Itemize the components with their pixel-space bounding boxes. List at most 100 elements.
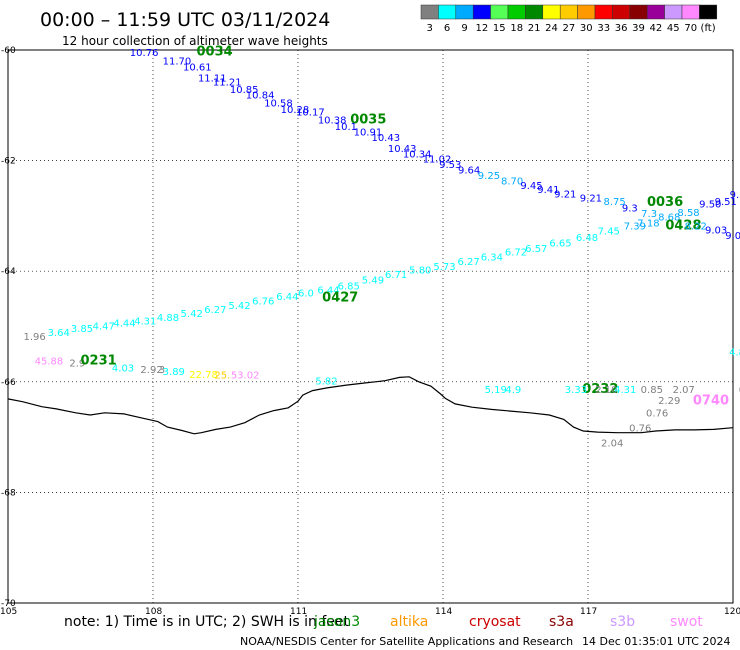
wave-height-label: 4.89 (729, 347, 740, 358)
wave-height-label: 6.76 (252, 296, 274, 307)
pass-time-label: 0427 (322, 291, 358, 306)
wave-height-label: 6.27 (204, 305, 226, 316)
wave-height-label: 2.92 (140, 365, 162, 376)
wave-height-label: 6.44 (276, 292, 298, 303)
wave-height-label: 11.70 (163, 56, 192, 67)
wave-height-label: 10.28 (281, 105, 310, 116)
wave-height-label: 3.33 (565, 385, 587, 396)
wave-height-label: 22.78 (189, 370, 218, 381)
wave-height-label: 9.25 (478, 171, 500, 182)
legend-swatch (420, 4, 439, 20)
longitude-label: 108 (145, 607, 162, 617)
wave-height-label: 3.64 (48, 328, 70, 339)
legend-label: 3 (427, 23, 433, 34)
legend-label: 9 (461, 23, 467, 34)
wave-height-label: 6.65 (549, 238, 571, 249)
pass-time-label: 0232 (582, 382, 618, 397)
lat-lon-grid (7, 49, 734, 604)
wave-height-label: 0.76 (646, 409, 668, 420)
legend-label: 70 (684, 23, 697, 34)
wave-height-label: 6.44 (317, 285, 339, 296)
longitude-label: 105 (0, 607, 17, 617)
legend-label: 21 (528, 23, 541, 34)
wave-height-label: 4.44 (113, 319, 135, 330)
wave-height-label: 5.42 (181, 309, 203, 320)
map-frame (7, 49, 734, 604)
wave-height-label: 2.10 (595, 385, 617, 396)
legend-swatch (507, 4, 526, 20)
wave-height-label: 4.47 (93, 321, 115, 332)
wave-height-label: 5.80 (409, 265, 431, 276)
legend-swatch (438, 4, 457, 20)
pass-time-label: 0428 (665, 219, 701, 234)
legend-label: 33 (597, 23, 610, 34)
latitude-label: -66 (1, 378, 16, 388)
wave-height-label: 5.42 (228, 301, 250, 312)
wave-height-label: 10.58 (264, 98, 293, 109)
legend-label: 12 (476, 23, 489, 34)
legend-swatch (612, 4, 631, 20)
wave-height-label: 7.39 (624, 222, 646, 233)
wave-height-observations: 10.76 003411.7010.6111.1111.2110.8510.841… (23, 45, 740, 450)
wave-height-label: 11.02 (423, 154, 452, 165)
wave-height-label: 5.49 (362, 275, 384, 286)
wave-height-label: 6.48 (576, 233, 598, 244)
longitude-label: 111 (290, 607, 307, 617)
pass-time-label: 0740 (693, 393, 729, 408)
legend-swatch (455, 4, 474, 20)
wave-height-label: 9.53 (439, 160, 461, 171)
pass-time-label: 0034 (197, 45, 233, 60)
wave-height-label: 2.07 (673, 385, 695, 396)
wave-height-label: 6.0 (298, 289, 314, 300)
legend-swatch (559, 4, 578, 20)
wave-height-label: 0.85 (641, 385, 663, 396)
mission-label: cryosat (469, 614, 521, 630)
wave-height-label: 10.61 (183, 62, 212, 73)
wave-height-label: 11.21 (213, 77, 242, 88)
wave-height-label: 8.22 (685, 222, 707, 233)
legend-label: 42 (650, 23, 663, 34)
wave-height-label: 0.76 (629, 424, 651, 435)
wave-height-label: 10.76 (130, 48, 159, 59)
wave-height-label: 10.91 (354, 128, 383, 139)
mission-label: swot (670, 614, 703, 630)
wave-height-label: 9.50 (699, 200, 721, 211)
wave-height-label: 8.75 (603, 197, 625, 208)
mission-label: jason3 (313, 614, 360, 630)
wave-height-label: 6.72 (505, 248, 527, 259)
wave-height-label: 5.73 (433, 262, 455, 273)
wave-height-label: 4.88 (157, 313, 179, 324)
wave-height-label: 10.34 (403, 149, 432, 160)
legend-label: 24 (545, 23, 558, 34)
mission-label: s3b (610, 614, 635, 630)
wave-height-label: 10.43 (388, 144, 417, 155)
page-title: 00:00 – 11:59 UTC 03/11/2024 (40, 9, 330, 31)
latitude-label: -60 (1, 46, 16, 56)
legend-swatch (472, 4, 491, 20)
wave-height-label: 53.02 (231, 370, 260, 381)
pass-time-label: 0035 (350, 113, 386, 128)
wave-height-label: 0. (739, 385, 740, 396)
color-scale-legend: 3 6 9 12 15 18 21 24 27 30 33 36 39 42 45 70 (ft) (420, 4, 718, 34)
wave-height-label: 10.85 (230, 85, 259, 96)
legend-label: 39 (632, 23, 645, 34)
wave-height-label: 4.9 (505, 385, 521, 396)
wave-height-label: 9.3 (622, 203, 638, 214)
wave-height-label: 7.3 (641, 209, 657, 220)
wave-height-label: 6.57 (525, 244, 547, 255)
legend-swatch (629, 4, 648, 20)
wave-height-label: 6.34 (481, 253, 503, 264)
wave-height-label: 9.51 (715, 197, 737, 208)
legend-swatch (594, 4, 613, 20)
legend-swatch (646, 4, 665, 20)
pass-time-label: 0036 (647, 195, 683, 210)
wave-height-label: 2.29 (658, 396, 680, 407)
longitude-label: 120 (724, 607, 740, 617)
wave-height-label: 8.68 (658, 212, 680, 223)
wave-height-label: 25. (214, 370, 230, 381)
wave-height-label: 11.11 (198, 74, 227, 85)
legend-label: 45 (667, 23, 680, 34)
wave-height-label: 3.85 (71, 324, 93, 335)
wave-height-label: 2.04 (601, 439, 623, 450)
